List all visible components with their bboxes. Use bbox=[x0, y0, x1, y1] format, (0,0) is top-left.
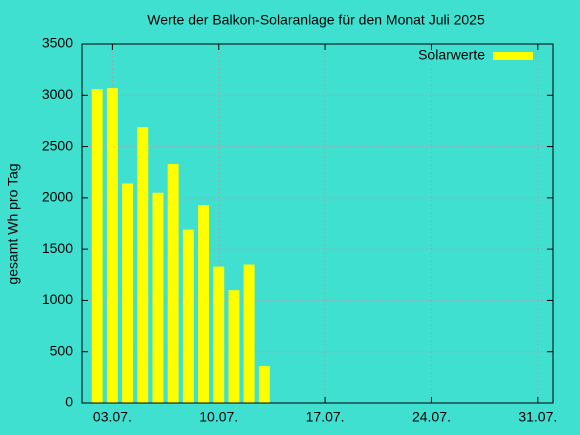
y-tick-label: 3000 bbox=[42, 86, 73, 102]
plot-frame bbox=[81, 43, 554, 404]
bar bbox=[182, 229, 194, 403]
bar bbox=[198, 205, 210, 403]
bar bbox=[91, 89, 103, 403]
y-tick-label: 1000 bbox=[42, 291, 73, 307]
bar bbox=[152, 192, 164, 403]
y-tick-label: 2500 bbox=[42, 137, 73, 153]
chart-title: Werte der Balkon-Solaranlage für den Mon… bbox=[147, 12, 485, 28]
legend-label: Solarwerte bbox=[418, 47, 485, 63]
y-tick-label: 500 bbox=[50, 342, 74, 358]
x-tick-label: 31.07. bbox=[518, 409, 557, 425]
x-tick-label: 03.07. bbox=[93, 409, 132, 425]
x-tick-label: 17.07. bbox=[306, 409, 345, 425]
bar bbox=[137, 127, 149, 403]
bar bbox=[228, 290, 240, 403]
bar bbox=[258, 366, 270, 403]
y-axis-label: gesamt Wh pro Tag bbox=[5, 163, 21, 284]
y-tick-label: 2000 bbox=[42, 189, 73, 205]
y-tick-label: 1500 bbox=[42, 240, 73, 256]
bar bbox=[213, 266, 225, 403]
x-tick-label: 10.07. bbox=[199, 409, 238, 425]
bar bbox=[243, 264, 255, 403]
bar bbox=[106, 88, 118, 403]
bar bbox=[122, 183, 134, 403]
x-tick-label: 24.07. bbox=[412, 409, 451, 425]
y-tick-label: 0 bbox=[65, 394, 73, 410]
y-tick-label: 3500 bbox=[42, 35, 73, 51]
legend-swatch bbox=[493, 52, 533, 60]
bar bbox=[167, 164, 179, 403]
